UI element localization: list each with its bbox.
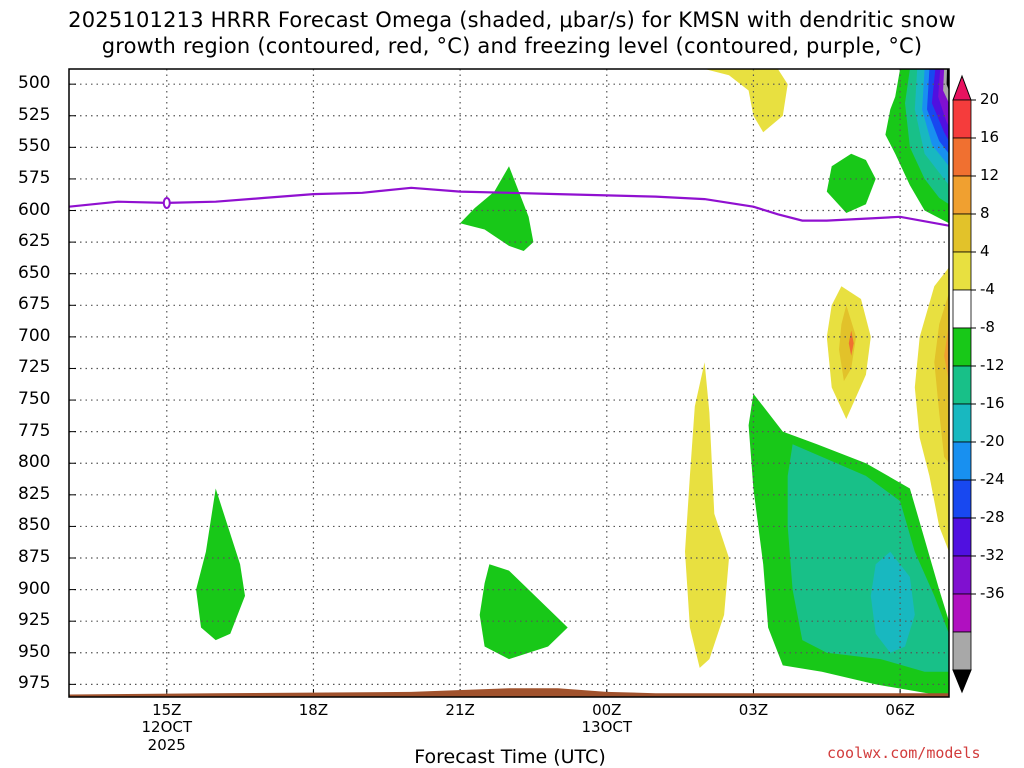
colorbar	[952, 74, 976, 694]
freezing-level-line	[69, 186, 949, 227]
colorbar-swatch-6	[952, 289, 972, 329]
y-tick-label: 675	[18, 294, 51, 315]
colorbar-swatch-5	[952, 251, 972, 291]
plot-frame	[68, 68, 950, 698]
chart-title-line-2: growth region (contoured, red, °C) and f…	[101, 34, 923, 58]
y-tick-label: 500	[18, 73, 51, 94]
contour-lines	[69, 186, 949, 697]
watermark-link[interactable]: coolwx.com/models	[827, 744, 981, 762]
y-tick-label: 525	[18, 104, 51, 125]
colorbar-label: -4	[980, 280, 995, 298]
colorbar-label: -20	[980, 432, 1005, 450]
x-tick-sublabel: 13OCT	[581, 718, 633, 736]
surface-terrain	[69, 688, 949, 697]
y-tick-label: 950	[18, 641, 51, 662]
colorbar-label: 12	[980, 166, 1000, 184]
y-tick-label: 625	[18, 231, 51, 252]
colorbar-swatch-14	[952, 593, 972, 633]
colorbar-bottom-arrow	[952, 669, 972, 694]
omega-shading	[196, 69, 949, 697]
colorbar-label: -28	[980, 508, 1005, 526]
colorbar-label: -32	[980, 546, 1005, 564]
x-tick-subsublabel: 2025	[147, 736, 186, 754]
x-tick-label: 03Z	[738, 701, 769, 719]
y-tick-label: 600	[18, 199, 51, 220]
colorbar-swatch-8	[952, 365, 972, 405]
omega-region-lower-right-cyan	[870, 551, 915, 653]
x-tick-label: 00Z	[592, 701, 622, 719]
colorbar-swatch-11	[952, 479, 972, 519]
y-tick-label: 825	[18, 483, 51, 504]
colorbar-label: -16	[980, 394, 1005, 412]
x-tick-label: 21Z	[445, 701, 475, 719]
chart-title-line-1: 2025101213 HRRR Forecast Omega (shaded, …	[68, 8, 956, 32]
y-tick-label: 875	[18, 547, 51, 567]
y-tick-label: 725	[18, 357, 51, 378]
y-tick-label: 650	[18, 262, 51, 283]
omega-region-green-blob-16z	[196, 488, 245, 641]
colorbar-label: 4	[980, 242, 990, 260]
y-tick-label: 850	[18, 515, 51, 536]
colorbar-label: 20	[980, 90, 1000, 108]
colorbar-label: -36	[980, 584, 1005, 602]
colorbar-swatch-3	[952, 175, 972, 215]
y-tick-label: 775	[18, 420, 51, 441]
colorbar-swatch-10	[952, 441, 972, 481]
colorbar-label: -24	[980, 470, 1005, 488]
x-tick-label: 06Z	[885, 701, 915, 719]
x-axis-label: Forecast Time (UTC)	[414, 746, 606, 768]
colorbar-label: -12	[980, 356, 1005, 374]
omega-region-right-edge-gold	[934, 292, 949, 464]
colorbar-swatch-2	[952, 137, 972, 177]
omega-region-green-blob-22z-mid	[460, 166, 534, 251]
y-tick-label: 700	[18, 325, 51, 346]
y-tick-label: 800	[18, 452, 51, 473]
omega-region-yellow-top-right	[704, 69, 788, 133]
omega-region-yellow-03z-tall	[685, 362, 729, 668]
x-tick-sublabel: 12OCT	[141, 718, 193, 736]
omega-region-orange-05z	[839, 305, 857, 382]
grid-lines	[69, 69, 949, 697]
y-tick-label: 925	[18, 610, 51, 631]
x-tick-label: 18Z	[298, 701, 329, 719]
colorbar-swatch-15	[952, 631, 972, 671]
colorbar-swatch-1	[952, 99, 972, 139]
colorbar-swatch-4	[952, 213, 972, 253]
x-tick-label: 15Z	[152, 701, 182, 719]
y-tick-label: 550	[18, 136, 51, 157]
y-tick-label: 750	[18, 389, 51, 410]
colorbar-label: -8	[980, 318, 995, 336]
omega-region-right-edge-orange	[944, 324, 949, 382]
colorbar-swatch-7	[952, 327, 972, 367]
y-tick-label: 575	[18, 167, 51, 188]
colorbar-swatch-13	[952, 555, 972, 595]
freezing-level-label-marker	[162, 196, 171, 209]
omega-region-green-blob-22z-low	[479, 564, 568, 660]
colorbar-label: 8	[980, 204, 990, 222]
y-tick-label: 900	[18, 578, 51, 599]
colorbar-swatch-12	[952, 517, 972, 557]
omega-region-green-05z-upper	[826, 153, 876, 213]
colorbar-swatch-9	[952, 403, 972, 443]
y-tick-label: 975	[18, 673, 51, 694]
colorbar-label: 16	[980, 128, 1000, 146]
